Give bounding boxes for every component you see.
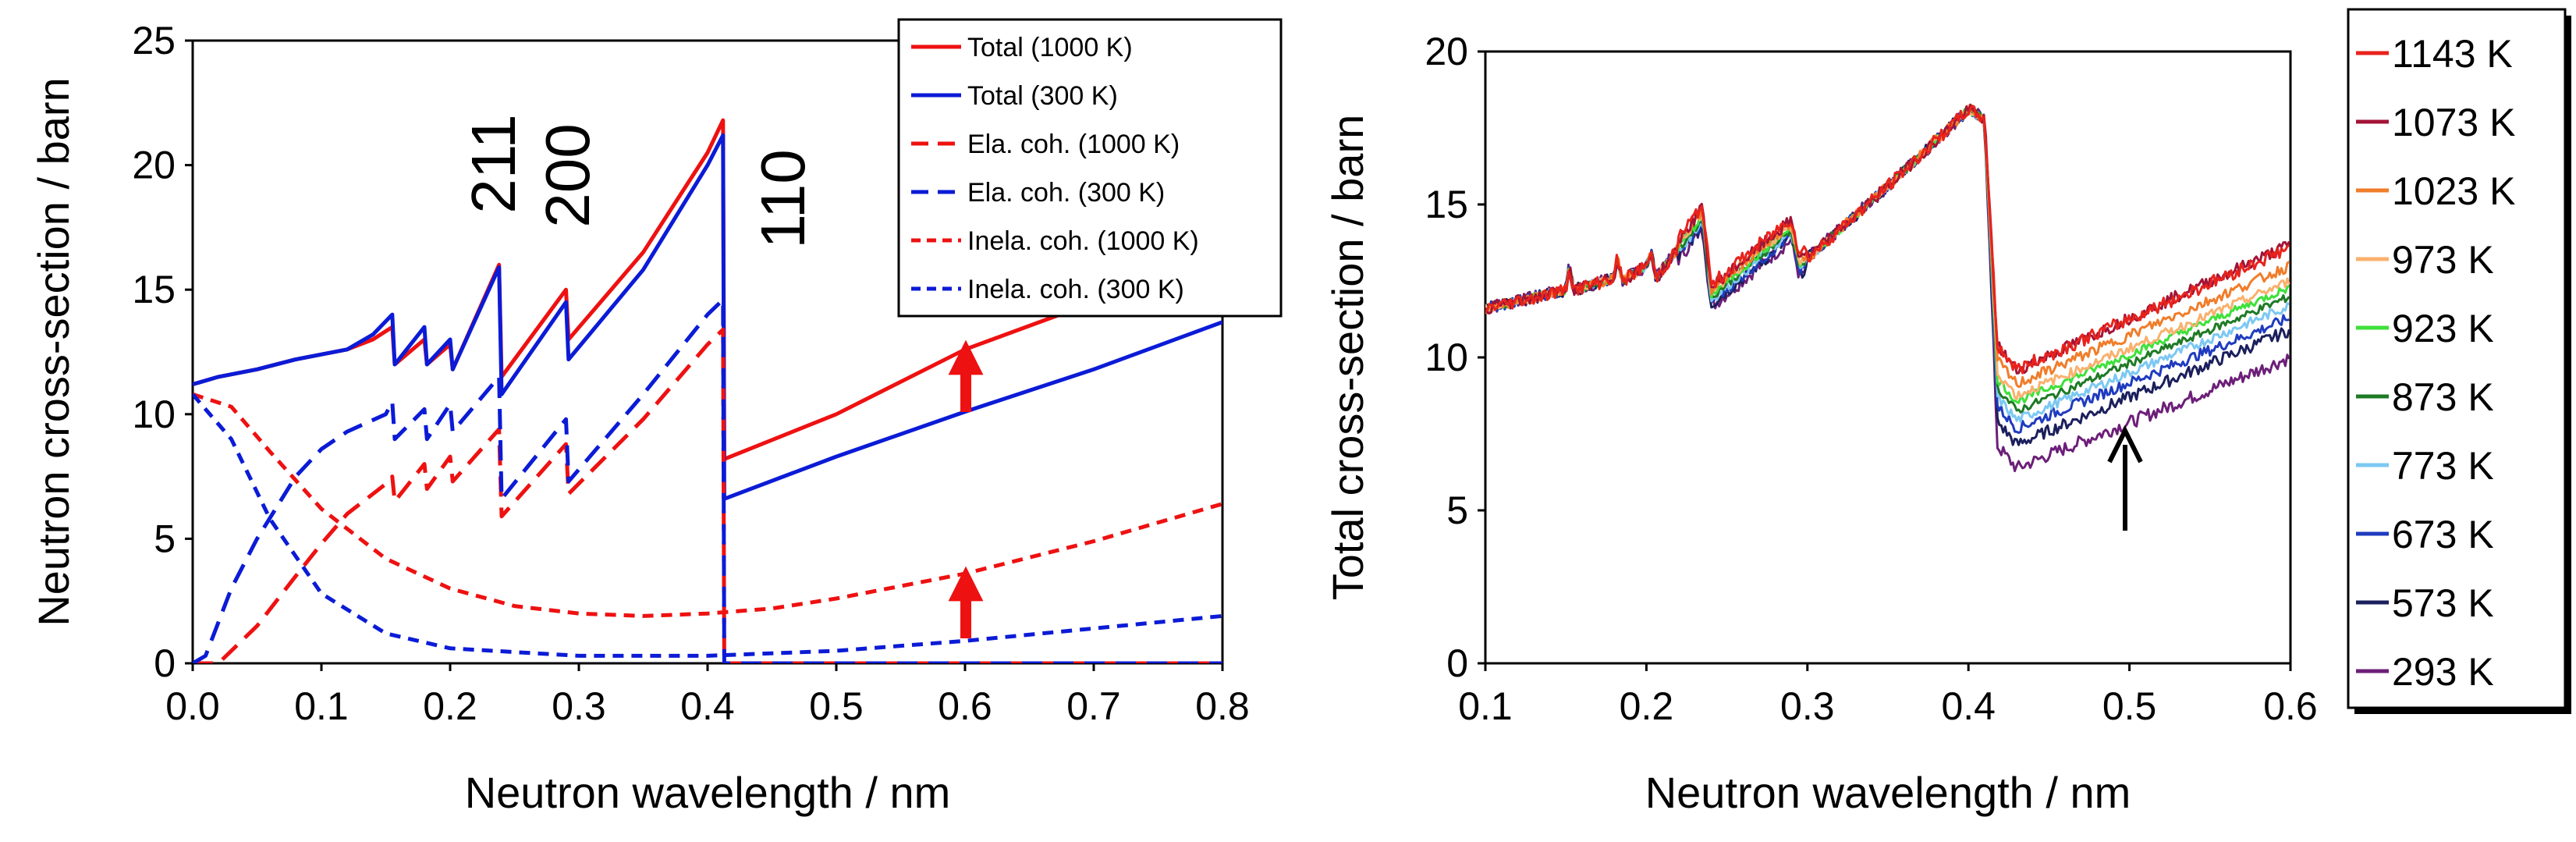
annotation-211: 211 [459,114,528,214]
x-tick-label: 0.4 [680,684,735,728]
x-tick-label: 0.2 [1620,684,1674,728]
chart-right: 0 5 10 15 20 0.1 0.2 0.3 0.4 0.5 0.6 Neutron wave… [1323,8,2571,817]
y-tick-label: 20 [1425,30,1468,73]
x-tick-label: 0.2 [423,684,477,728]
y-ticks-left: 0 5 10 15 20 25 [132,19,193,685]
series-group-left [193,118,1222,663]
arrow-up-black-head [2107,425,2143,464]
x-tick-label: 0.3 [1780,684,1835,728]
y-axis-label-left: Neutron cross-section / barn [29,77,78,626]
x-tick-label: 0.4 [1941,684,1996,728]
legend-box-right [2347,8,2567,709]
x-tick-label: 0.1 [1458,684,1513,728]
y-tick-label: 10 [132,393,176,436]
legend-label: Ela. coh. (300 K) [967,178,1165,208]
legend-right: 1143 K 1073 K 1023 K 973 K 923 K 873 K 773 K 67… [2347,8,2571,714]
y-tick-label: 15 [1425,183,1468,226]
y-tick-label: 20 [132,144,176,187]
annotation-200: 200 [533,123,602,227]
legend-label: 873 K [2392,375,2494,419]
x-axis-label-right: Neutron wavelength / nm [1645,768,2131,817]
x-tick-label: 0.0 [165,684,220,728]
legend-label: 773 K [2392,444,2494,488]
y-tick-label: 0 [154,641,176,685]
x-ticks-right: 0.1 0.2 0.3 0.4 0.5 0.6 [1458,663,2318,728]
legend-label: 573 K [2392,581,2494,625]
y-tick-label: 10 [1425,336,1468,379]
y-tick-label: 15 [132,268,176,311]
legend-label: 1073 K [2392,101,2515,144]
legend-label: 673 K [2392,513,2494,556]
series-inela-coh-1000-k [193,392,1222,618]
x-ticks-left: 0.0 0.1 0.2 0.3 0.4 0.5 0.6 0.7 0.8 [165,663,1250,728]
series-inela-coh-300-k [193,393,1222,658]
y-tick-label: 5 [1446,489,1468,532]
plot-area-right [1484,50,2292,665]
chart-left: 0 5 10 15 20 25 0.0 0.1 0.2 0.3 0.4 0.5 0.6 0.7 0.8 N… [29,18,1283,817]
x-tick-label: 0.5 [2102,684,2157,728]
legend-shadow-right [2565,16,2571,714]
x-tick-label: 0.1 [294,684,349,728]
legend-label: 973 K [2392,238,2494,282]
x-tick-label: 0.3 [552,684,606,728]
y-ticks-right: 0 5 10 15 20 [1425,30,1485,685]
x-tick-label: 0.6 [938,684,992,728]
legend-box-left [897,18,1283,318]
y-axis-label-right: Total cross-section / barn [1323,115,1372,600]
legend-label: Total (1000 K) [967,33,1133,62]
legend-label: Inela. coh. (1000 K) [967,226,1199,256]
x-tick-label: 0.5 [809,684,864,728]
series-ela-coh-1000-k [193,327,1222,663]
y-tick-label: 0 [1446,641,1468,685]
legend-shadow-bottom [2354,708,2571,714]
legend-label: Total (300 K) [967,81,1118,111]
legend-label: Ela. coh. (1000 K) [967,130,1180,159]
legend-label: 1143 K [2392,32,2513,76]
series-ela-coh-300-k [193,297,1222,663]
x-tick-label: 0.8 [1195,684,1250,728]
legend-label: 293 K [2392,650,2494,694]
x-tick-label: 0.7 [1066,684,1121,728]
x-tick-label: 0.6 [2263,684,2318,728]
legend-left: Total (1000 K) Total (300 K) Ela. coh. (10… [897,18,1283,318]
legend-label: 923 K [2392,307,2494,350]
series-group-right [1485,103,2290,473]
legend-label: Inela. coh. (300 K) [967,275,1184,304]
annotation-110: 110 [748,149,818,249]
x-axis-label-left: Neutron wavelength / nm [465,768,951,817]
y-tick-label: 25 [132,19,176,62]
series-1143-k [1485,105,2290,375]
legend-label: 1023 K [2392,169,2515,213]
y-tick-label: 5 [154,517,176,560]
